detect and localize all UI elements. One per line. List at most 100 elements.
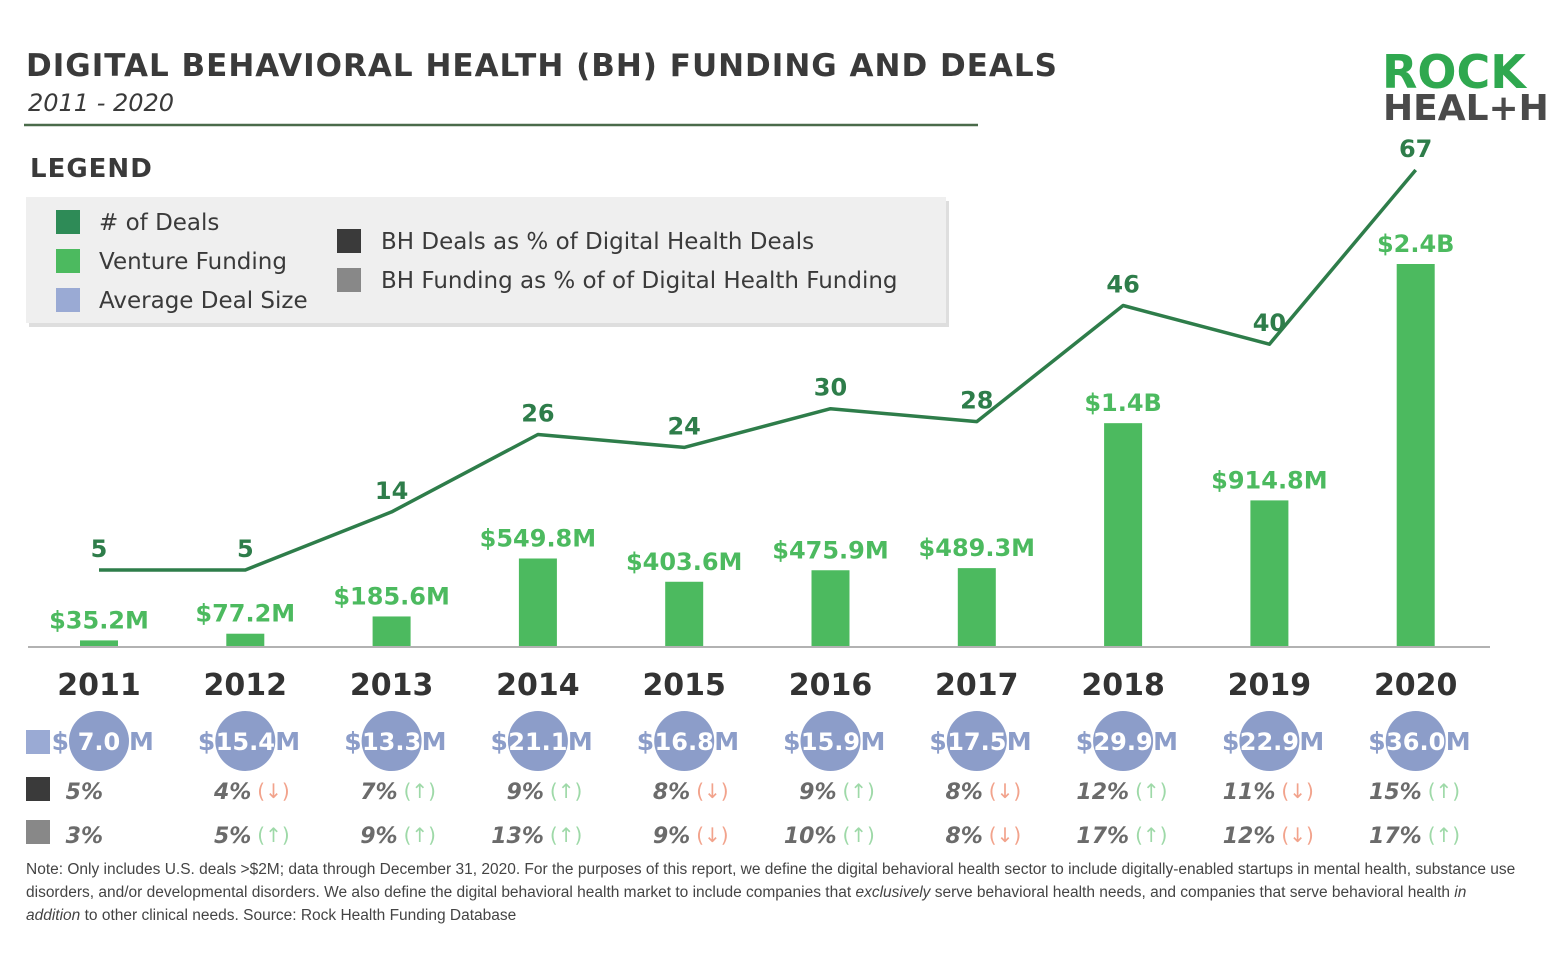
avg-deal-dollar-2019: $ — [1222, 727, 1239, 756]
funding-bar-2016 — [811, 570, 850, 646]
avg-deal-circle-2012 — [215, 711, 276, 771]
avg-deal-value-2017: 17.5 — [947, 728, 1006, 756]
legend-swatch-deals-pct — [337, 229, 361, 253]
footnote: Note: Only includes U.S. deals >$2M; dat… — [26, 858, 1516, 927]
funding-bar-2018 — [1104, 423, 1143, 646]
deals-pct-value-2012: 4% — [213, 780, 251, 805]
year-label-2017: 2017 — [935, 668, 1019, 703]
legend-label-funding: Venture Funding — [99, 249, 287, 275]
deals-pct-value-2014: 9% — [507, 780, 544, 805]
funding-pct-value-2013: 9% — [360, 824, 397, 849]
avg-deal-value-2014: 21.1 — [508, 728, 567, 756]
funding-label-2014: $549.8M — [480, 524, 597, 552]
funding-bar-2019 — [1250, 500, 1289, 646]
avg-deal-circle-2020 — [1385, 711, 1446, 771]
avg-deal-value-2011: 7.0 — [78, 728, 121, 756]
footnote-text-3: to other clinical needs. Source: Rock He… — [80, 907, 517, 924]
avg-deal-value-2019: 22.9 — [1240, 728, 1299, 756]
deals-pct-value-2013: 7% — [360, 780, 397, 805]
deals-pct-trend-up-icon-2018: (↑) — [1135, 779, 1167, 803]
deals-pct-trend-up-icon-2020: (↑) — [1428, 779, 1460, 803]
deals-label-2014: 26 — [521, 400, 554, 428]
funding-bar-2013 — [372, 616, 411, 646]
deals-label-2016: 30 — [814, 374, 847, 402]
funding-pct-value-2014: 13% — [491, 824, 544, 849]
deals-pct-value-2020: 15% — [1369, 780, 1422, 805]
avg-deal-circle-2011 — [69, 711, 129, 771]
legend-swatch-deals — [56, 210, 80, 234]
funding-pct-value-2012: 5% — [214, 824, 251, 849]
funding-bar-2020 — [1396, 264, 1435, 646]
deals-pct-value-2016: 9% — [799, 780, 836, 805]
funding-pct-trend-down-icon-2015: (↓) — [696, 823, 728, 847]
funding-bar-2014 — [518, 558, 557, 646]
avg-deal-unit-2019: M — [1299, 727, 1324, 756]
avg-deal-dollar-2011: $ — [52, 727, 69, 756]
funding-bar-2012 — [226, 633, 265, 646]
funding-pct-trend-up-icon-2020: (↑) — [1428, 823, 1460, 847]
deals-label-2020: 67 — [1399, 135, 1432, 163]
funding-pct-value-2017: 8% — [945, 824, 982, 849]
legend-label-deals-pct: BH Deals as % of Digital Health Deals — [381, 229, 814, 255]
avg-deal-unit-2012: M — [275, 727, 300, 756]
avg-deal-value-2015: 16.8 — [655, 728, 714, 756]
funding-pct-trend-up-icon-2018: (↑) — [1135, 823, 1167, 847]
avg-deal-circle-2015 — [654, 711, 715, 771]
funding-pct-trend-up-icon-2012: (↑) — [257, 823, 289, 847]
funding-pct-value-2018: 17% — [1076, 824, 1129, 849]
funding-pct-trend-down-icon-2019: (↓) — [1281, 823, 1313, 847]
avg-deal-circle-2019 — [1239, 711, 1300, 771]
deals-pct-trend-down-icon-2019: (↓) — [1281, 779, 1313, 803]
avg-deal-value-2013: 13.3 — [362, 728, 421, 756]
funding-pct-value-2015: 9% — [653, 824, 690, 849]
funding-pct-trend-up-icon-2014: (↑) — [550, 823, 582, 847]
deals-pct-trend-down-icon-2015: (↓) — [696, 779, 728, 803]
deals-label-2013: 14 — [375, 477, 408, 505]
page-title: DIGITAL BEHAVIORAL HEALTH (BH) FUNDING A… — [26, 48, 1058, 84]
avg-deal-circle-2016 — [800, 711, 861, 771]
avg-deal-circle-2017 — [946, 711, 1007, 771]
avg-deal-value-2020: 36.0 — [1386, 728, 1445, 756]
avg-deal-unit-2013: M — [422, 727, 447, 756]
legend-label-deals: # of Deals — [99, 210, 219, 236]
funding-pct-value-2016: 10% — [784, 824, 837, 849]
avg-deal-unit-2017: M — [1007, 727, 1032, 756]
year-label-2011: 2011 — [57, 668, 141, 703]
avg-deal-dollar-2017: $ — [929, 727, 946, 756]
legend-label-funding-pct: BH Funding as % of of Digital Health Fun… — [381, 268, 898, 294]
year-label-2014: 2014 — [496, 668, 580, 703]
funding-label-2012: $77.2M — [195, 600, 295, 628]
deals-label-2015: 24 — [667, 412, 700, 440]
deals-line-group — [98, 168, 1418, 572]
avg-deal-unit-2016: M — [861, 727, 886, 756]
legend-background — [26, 197, 946, 323]
avg-deal-dollar-2012: $ — [198, 727, 215, 756]
avg-deal-unit-2020: M — [1446, 727, 1471, 756]
deals-pct-trend-up-icon-2016: (↑) — [843, 779, 875, 803]
funding-bar-2015 — [665, 581, 704, 646]
funding-label-2018: $1.4B — [1084, 389, 1162, 417]
funding-label-2015: $403.6M — [626, 548, 743, 576]
avg-deal-circle-2014 — [507, 711, 568, 771]
avg-deal-dollar-2015: $ — [637, 727, 654, 756]
footnote-text-2: serve behavioral health needs, and compa… — [930, 884, 1455, 901]
avg-deal-unit-2018: M — [1153, 727, 1178, 756]
footnote-emphasis-2: in addition — [26, 884, 1467, 924]
deals-pct-value-2019: 11% — [1223, 780, 1276, 805]
row-marker-avg-deal — [26, 730, 50, 754]
funding-pct-trend-up-icon-2013: (↑) — [404, 823, 436, 847]
avg-deal-value-2016: 15.9 — [801, 728, 860, 756]
avg-deal-dollar-2020: $ — [1368, 727, 1385, 756]
row-marker-deals-pct — [26, 777, 50, 801]
year-label-2013: 2013 — [350, 668, 434, 703]
funding-label-2013: $185.6M — [333, 582, 450, 610]
chart-labels: 5 $35.2M 2011 5 $77.2M 2012 14 $185.6M 2013 26 $54… — [49, 135, 1457, 703]
deals-label-2011: 5 — [91, 535, 108, 563]
avg-deal-dollar-2016: $ — [783, 727, 800, 756]
footnote-text-1: Note: Only includes U.S. deals >$2M; dat… — [26, 861, 1516, 901]
avg-deal-unit-2011: M — [129, 727, 154, 756]
deals-pct-value-2015: 8% — [653, 780, 690, 805]
deals-label-2017: 28 — [960, 387, 993, 415]
year-label-2019: 2019 — [1228, 668, 1312, 703]
